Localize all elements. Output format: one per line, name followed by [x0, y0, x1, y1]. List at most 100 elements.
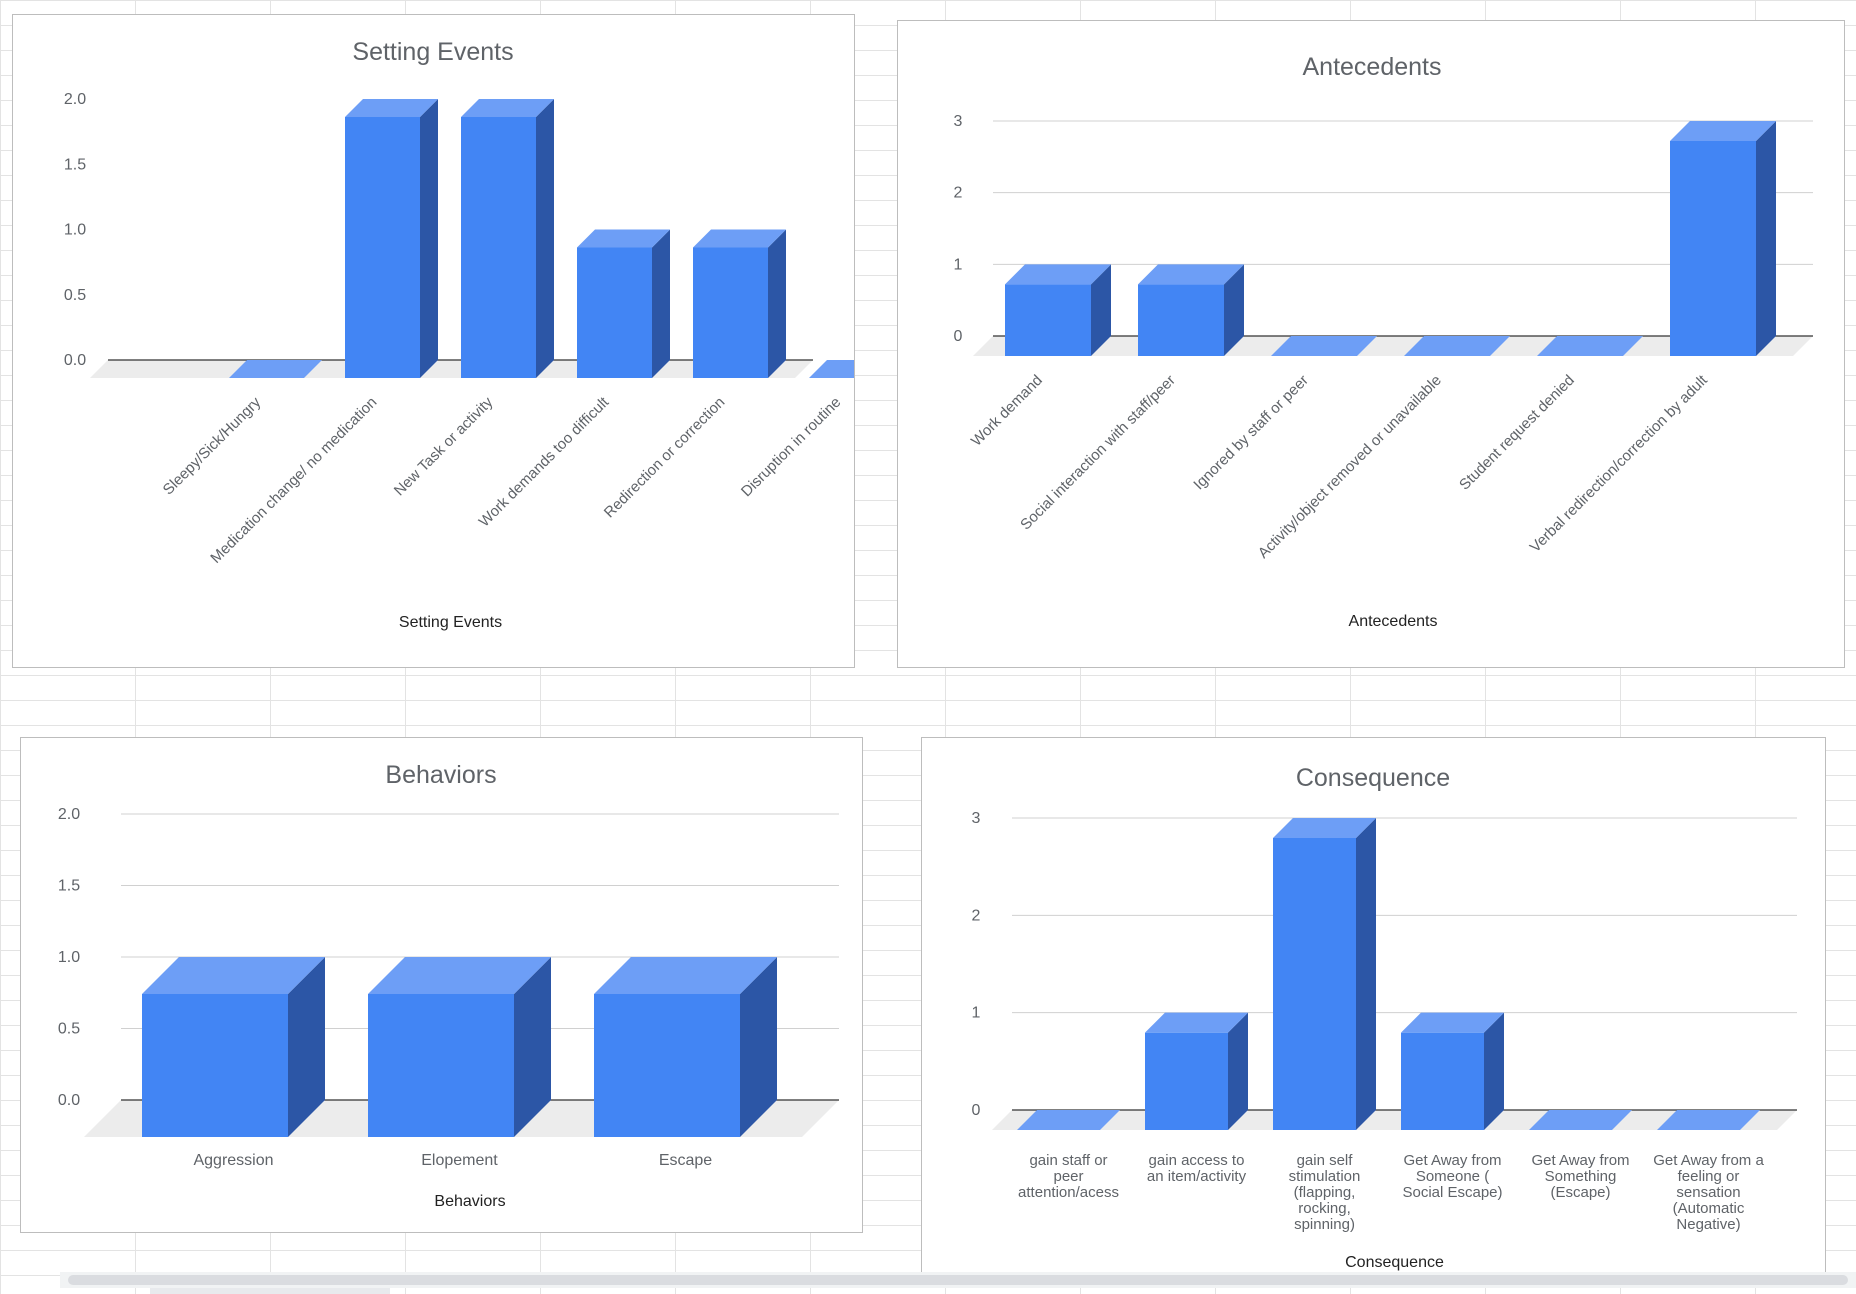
bar[interactable] [594, 957, 777, 1137]
bar-side [1356, 818, 1376, 1130]
bar[interactable] [461, 99, 554, 378]
bar[interactable] [1657, 1110, 1760, 1130]
bar-side [1091, 264, 1111, 356]
y-tick-label: 0 [972, 1102, 981, 1119]
bar-front [1670, 141, 1756, 356]
bar-top [1657, 1110, 1760, 1130]
scrollbar-thumb[interactable] [68, 1275, 1848, 1285]
bar-top [142, 957, 325, 994]
bar-top [1537, 336, 1643, 356]
bar[interactable] [1529, 1110, 1632, 1130]
bar[interactable] [1145, 1012, 1248, 1130]
bar-top [1005, 264, 1111, 285]
bar[interactable] [577, 229, 670, 379]
bar-top [809, 360, 854, 378]
bar[interactable] [142, 957, 325, 1137]
chart-title: Consequence [1296, 764, 1450, 792]
y-tick-label: 2 [972, 907, 981, 924]
bar-top [1145, 1012, 1248, 1033]
bar[interactable] [809, 360, 855, 378]
y-tick-label: 0.5 [64, 287, 86, 304]
bar[interactable] [1537, 336, 1643, 356]
bar-front [693, 247, 768, 378]
y-tick-label: 3 [954, 113, 963, 130]
x-tick-label: Student request denied [1456, 372, 1578, 494]
x-tick-label: gain self stimulation (flapping, rocking, sp… [1289, 1152, 1361, 1233]
bar[interactable] [1670, 121, 1776, 356]
chart-consequence[interactable]: Consequence 0 1 2 3 gain staff or peer attentio… [921, 737, 1826, 1277]
bar-front [1138, 284, 1224, 356]
x-tick-label: Escape [659, 1152, 712, 1169]
y-tick-label: 1 [972, 1005, 981, 1022]
bar-top [1401, 1012, 1504, 1033]
x-tick-label: Work demand [968, 372, 1046, 450]
chart-antecedents[interactable]: Antecedents 0 1 2 3 Work demand Social interac… [897, 20, 1845, 668]
bar-side [288, 957, 325, 1137]
chart-setting-events[interactable]: Setting Events 0.0 0.5 1.0 1.5 2.0 Sleepy/Sick… [12, 14, 855, 668]
x-tick-label: Get Away from a feeling or sensation (Autom… [1653, 1152, 1764, 1233]
bar-top [1138, 264, 1244, 285]
bar-side [768, 229, 786, 378]
chart-svg: Consequence 0 1 2 3 gain staff or peer attentio… [972, 764, 1797, 1271]
bar-side [1756, 121, 1776, 356]
x-tick-label: Disruption in routine [738, 394, 844, 500]
bar[interactable] [1271, 336, 1377, 356]
y-tick-label: 2.0 [58, 806, 80, 823]
y-tick-label: 0 [954, 328, 963, 345]
bar-front [577, 247, 652, 378]
bar-front [1145, 1032, 1228, 1130]
x-tick-label: Get Away from Someone (Social Escape) [1402, 1152, 1502, 1201]
horizontal-scrollbar[interactable] [60, 1272, 1856, 1288]
x-axis-title: Behaviors [434, 1193, 505, 1210]
x-tick-label: Sleepy/Sick/Hungry [160, 393, 265, 498]
bar[interactable] [368, 957, 551, 1137]
chart-behaviors[interactable]: Behaviors 0.0 0.5 1.0 1.5 2.0 Aggression Elopem… [20, 737, 863, 1233]
x-axis-title: Consequence [1345, 1254, 1444, 1271]
bar-top [594, 957, 777, 994]
chart-title: Setting Events [352, 38, 513, 66]
bar-top [345, 99, 438, 117]
y-tick-label: 2.0 [64, 91, 86, 108]
y-tick-label: 1.5 [58, 878, 80, 895]
bar[interactable] [1017, 1110, 1120, 1130]
x-axis-title: Setting Events [399, 614, 502, 631]
bar[interactable] [1401, 1012, 1504, 1130]
bar-top [1017, 1110, 1120, 1130]
bar-side [1484, 1012, 1504, 1130]
bar[interactable] [345, 99, 438, 378]
bar-side [740, 957, 777, 1137]
y-tick-label: 1.0 [58, 949, 80, 966]
bar-top [693, 229, 786, 248]
bar[interactable] [1404, 336, 1510, 356]
bar-side [1224, 264, 1244, 356]
y-tick-label: 0.0 [64, 352, 86, 369]
x-tick-label: Social interaction with staff/peer [1017, 372, 1179, 534]
bar-top [1271, 336, 1377, 356]
bar[interactable] [1273, 818, 1376, 1130]
x-tick-label: Get Away from Something (Escape) [1531, 1152, 1629, 1201]
x-tick-label: Redirection or correction [601, 394, 729, 522]
bar[interactable] [1138, 264, 1244, 356]
bar-front [1273, 838, 1356, 1130]
bar-front [345, 117, 420, 378]
bar[interactable] [1005, 264, 1111, 356]
y-tick-label: 3 [972, 810, 981, 827]
y-tick-label: 2 [954, 185, 963, 202]
chart-title: Antecedents [1303, 53, 1442, 81]
bar-front [461, 117, 536, 378]
bar-front [142, 994, 288, 1137]
x-tick-label: New Task or activity [391, 393, 497, 499]
y-tick-label: 0.5 [58, 1021, 80, 1038]
x-tick-label: Elopement [421, 1152, 498, 1169]
bar-top [461, 99, 554, 117]
bar-top [368, 957, 551, 994]
bar[interactable] [693, 229, 786, 379]
bar-front [594, 994, 740, 1137]
bar-front [368, 994, 514, 1137]
bar[interactable] [229, 360, 322, 378]
bar-top [1273, 818, 1376, 838]
bar-front [1005, 284, 1091, 356]
bar-side [652, 229, 670, 378]
y-tick-label: 1.5 [64, 156, 86, 173]
x-tick-label: Work demands too difficult [476, 393, 613, 530]
